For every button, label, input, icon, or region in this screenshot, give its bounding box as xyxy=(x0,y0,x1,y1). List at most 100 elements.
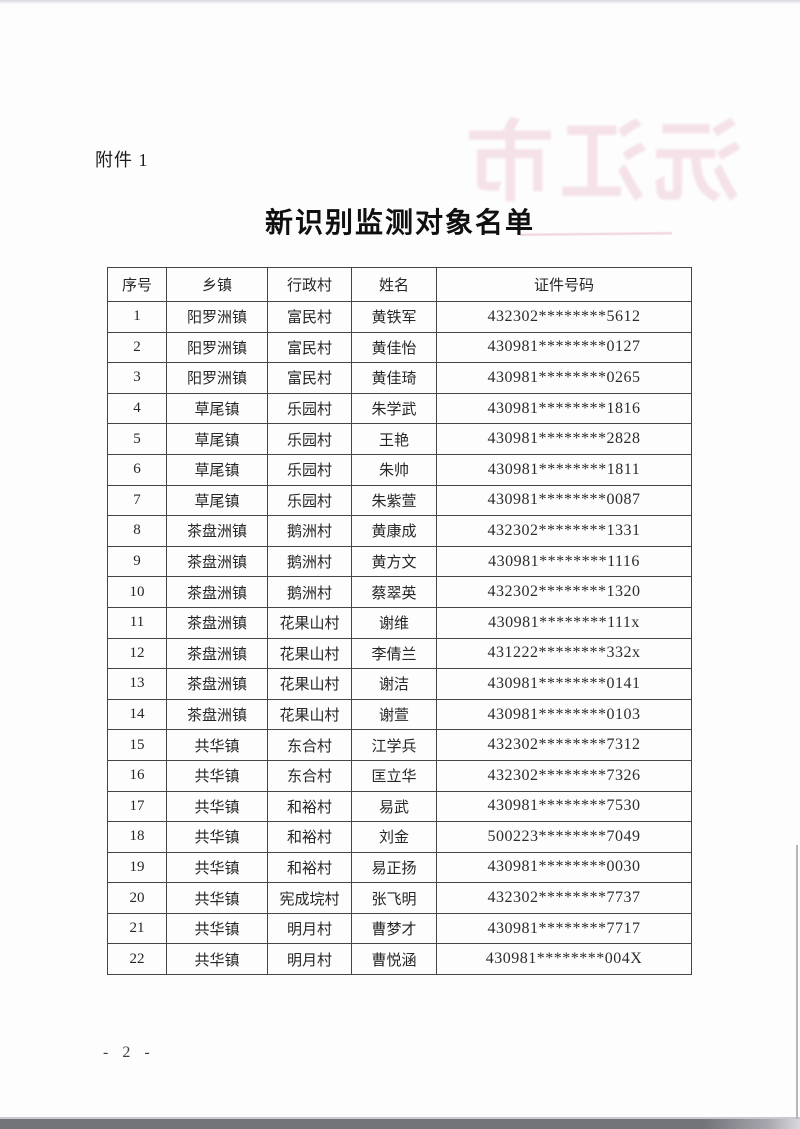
cell-name: 易正扬 xyxy=(351,851,437,884)
table-row: 3 阳罗洲镇 富民村 黄佳琦 430981********0265 xyxy=(107,362,692,394)
cell-township: 草尾镇 xyxy=(166,484,268,517)
cell-index: 7 xyxy=(107,484,167,517)
cell-id-number: 430981********1116 xyxy=(436,545,692,578)
header-index: 序号 xyxy=(107,267,167,302)
cell-id-number: 430981********0265 xyxy=(436,362,692,394)
cell-index: 6 xyxy=(107,453,167,486)
table-row: 5 草尾镇 乐园村 王艳 430981********2828 xyxy=(107,423,692,455)
cell-township: 茶盘洲镇 xyxy=(166,545,268,578)
monitoring-roster-table: 序号 乡镇 行政村 姓名 证件号码 1 阳罗洲镇 富民村 黄铁军 432302*****… xyxy=(107,267,692,976)
cell-village: 富民村 xyxy=(267,301,352,333)
table-row: 17 共华镇 和裕村 易武 430981********7530 xyxy=(107,790,692,823)
cell-index: 16 xyxy=(107,759,167,792)
cell-name: 曹悦涵 xyxy=(351,943,437,976)
header-village: 行政村 xyxy=(267,267,352,302)
cell-id-number: 430981********0141 xyxy=(436,668,692,700)
cell-name: 谢洁 xyxy=(351,668,437,700)
cell-village: 乐园村 xyxy=(267,423,352,455)
cell-township: 阳罗洲镇 xyxy=(166,331,268,364)
cell-name: 张飞明 xyxy=(351,882,437,914)
cell-village: 和裕村 xyxy=(267,821,352,853)
cell-township: 阳罗洲镇 xyxy=(166,301,268,333)
cell-name: 黄康成 xyxy=(351,515,437,547)
cell-township: 草尾镇 xyxy=(166,453,268,486)
cell-id-number: 432302********7737 xyxy=(436,882,692,914)
cell-village: 明月村 xyxy=(267,943,352,976)
cell-name: 朱紫萱 xyxy=(351,484,437,517)
cell-township: 茶盘洲镇 xyxy=(166,637,268,670)
cell-id-number: 432302********5612 xyxy=(436,301,692,333)
cell-id-number: 432302********7312 xyxy=(436,729,692,761)
table-row: 6 草尾镇 乐园村 朱帅 430981********1811 xyxy=(107,453,692,486)
page-number: - 2 - xyxy=(103,1044,155,1061)
cell-village: 鹅洲村 xyxy=(267,515,352,547)
cell-village: 和裕村 xyxy=(267,790,352,823)
cell-township: 共华镇 xyxy=(166,882,268,914)
table-row: 12 茶盘洲镇 花果山村 李倩兰 431222********332x xyxy=(107,637,692,670)
header-id-number: 证件号码 xyxy=(436,267,692,302)
cell-village: 东合村 xyxy=(267,759,352,792)
cell-index: 17 xyxy=(107,790,167,823)
cell-id-number: 431222********332x xyxy=(436,637,692,670)
cell-village: 乐园村 xyxy=(267,453,352,486)
cell-id-number: 430981********0127 xyxy=(436,331,692,364)
cell-id-number: 432302********1320 xyxy=(436,576,692,608)
table-row: 8 茶盘洲镇 鹅洲村 黄康成 432302********1331 xyxy=(107,515,692,547)
cell-id-number: 430981********0103 xyxy=(436,698,692,731)
cell-village: 鹅洲村 xyxy=(267,576,352,608)
cell-index: 21 xyxy=(107,912,167,945)
cell-village: 宪成垸村 xyxy=(267,882,352,914)
cell-township: 共华镇 xyxy=(166,943,268,976)
cell-id-number: 432302********1331 xyxy=(436,515,692,547)
cell-village: 花果山村 xyxy=(267,637,352,670)
table-row: 9 茶盘洲镇 鹅洲村 黄方文 430981********1116 xyxy=(107,545,692,578)
cell-name: 易武 xyxy=(351,790,437,823)
cell-name: 刘金 xyxy=(351,821,437,853)
table-row: 10 茶盘洲镇 鹅洲村 蔡翠英 432302********1320 xyxy=(107,576,692,608)
cell-township: 草尾镇 xyxy=(166,423,268,455)
table-header-row: 序号 乡镇 行政村 姓名 证件号码 xyxy=(107,267,692,302)
scan-edge-bottom xyxy=(0,1117,800,1129)
cell-township: 阳罗洲镇 xyxy=(166,362,268,394)
cell-township: 共华镇 xyxy=(166,851,268,884)
cell-id-number: 430981********0030 xyxy=(436,851,692,884)
attachment-label: 附件 1 xyxy=(95,150,149,170)
cell-index: 20 xyxy=(107,882,167,914)
cell-township: 茶盘洲镇 xyxy=(166,606,268,639)
cell-village: 东合村 xyxy=(267,729,352,761)
cell-village: 花果山村 xyxy=(267,698,352,731)
table-row: 1 阳罗洲镇 富民村 黄铁军 432302********5612 xyxy=(107,301,692,333)
cell-village: 明月村 xyxy=(267,912,352,945)
cell-township: 茶盘洲镇 xyxy=(166,576,268,608)
cell-id-number: 430981********7530 xyxy=(436,790,692,823)
cell-index: 8 xyxy=(107,515,167,547)
cell-id-number: 430981********004X xyxy=(436,943,692,976)
table-row: 19 共华镇 和裕村 易正扬 430981********0030 xyxy=(107,851,692,884)
scan-edge-right xyxy=(796,845,798,1119)
cell-name: 黄铁军 xyxy=(351,301,437,333)
cell-township: 茶盘洲镇 xyxy=(166,698,268,731)
cell-index: 14 xyxy=(107,698,167,731)
cell-name: 谢萱 xyxy=(351,698,437,731)
cell-name: 黄方文 xyxy=(351,545,437,578)
cell-index: 1 xyxy=(107,301,167,333)
cell-index: 15 xyxy=(107,729,167,761)
cell-village: 花果山村 xyxy=(267,668,352,700)
table-row: 21 共华镇 明月村 曹梦才 430981********7717 xyxy=(107,912,692,945)
cell-index: 2 xyxy=(107,331,167,364)
table-body: 1 阳罗洲镇 富民村 黄铁军 432302********5612 2 阳罗洲镇 富民村 黄佳怡… xyxy=(107,301,692,976)
header-name: 姓名 xyxy=(351,267,437,302)
cell-village: 富民村 xyxy=(267,362,352,394)
cell-id-number: 430981********111x xyxy=(436,606,692,639)
scan-edge-top xyxy=(0,0,800,4)
table-row: 22 共华镇 明月村 曹悦涵 430981********004X xyxy=(107,943,692,976)
cell-name: 朱学武 xyxy=(351,392,437,425)
cell-id-number: 430981********2828 xyxy=(436,423,692,455)
cell-village: 花果山村 xyxy=(267,606,352,639)
cell-village: 和裕村 xyxy=(267,851,352,884)
cell-id-number: 430981********0087 xyxy=(436,484,692,517)
cell-township: 共华镇 xyxy=(166,821,268,853)
cell-id-number: 430981********1811 xyxy=(436,453,692,486)
table-row: 16 共华镇 东合村 匡立华 432302********7326 xyxy=(107,759,692,792)
